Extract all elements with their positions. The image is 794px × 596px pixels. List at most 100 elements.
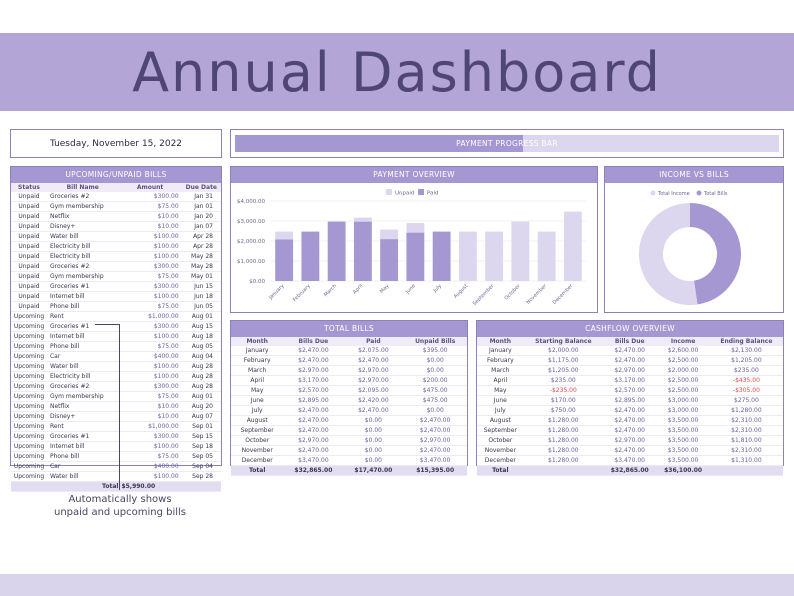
table-cell: -$435.00	[709, 375, 783, 386]
bar-unpaid	[537, 231, 556, 281]
table-cell: $2,970.00	[603, 365, 657, 376]
table-row: October $2,970.00 $0.00 $2,970.00	[231, 435, 467, 446]
table-cell: Car	[46, 351, 119, 362]
table-row: November $2,470.00 $0.00 $2,470.00	[231, 445, 467, 456]
x-tick-label: May	[379, 283, 391, 295]
table-row: Unpaid Electricity bill $100.00 Apr 28	[11, 241, 221, 252]
table-cell: Water bill	[46, 231, 119, 242]
payment-overview-chart: Unpaid Paid $0.00 $1,000.00 $2,000.00 $3,000.…	[237, 189, 586, 307]
table-cell: Aug 04	[181, 351, 221, 362]
total-bills-table: Month Bills Due Paid Unpaid Bills January $2…	[231, 337, 467, 476]
table-cell: Sep 15	[181, 431, 221, 442]
table-row: Upcoming Car $400.00 Sep 04	[11, 461, 221, 472]
table-cell: $3,500.00	[656, 425, 710, 436]
total-row: Total $5,990.00	[11, 481, 221, 492]
total-cell: Total	[477, 465, 524, 476]
table-cell: Gym membership	[46, 391, 119, 402]
table-cell: $75.00	[118, 451, 182, 462]
table-row: January $2,000.00 $2,470.00 $2,600.00 $2,130…	[477, 346, 783, 356]
table-cell: $2,970.00	[403, 435, 467, 446]
table-cell: $2,500.00	[656, 385, 710, 396]
total-bills-panel: TOTAL BILLS Month Bills Due Paid Unpaid Bil…	[230, 320, 468, 476]
table-row: August $2,470.00 $0.00 $2,470.00	[231, 415, 467, 426]
table-cell: $750.00	[523, 405, 603, 416]
total-cell: $36,100.00	[656, 465, 710, 476]
table-row: Unpaid Disney+ $10.00 Jan 07	[11, 221, 221, 232]
table-cell: $75.00	[118, 201, 182, 212]
total-row: Total $32,865.00 $36,100.00	[477, 465, 783, 476]
total-cell	[181, 481, 221, 492]
progress-label: PAYMENT PROGRESS BAR	[456, 139, 558, 148]
table-cell: $3,470.00	[283, 455, 344, 466]
table-cell: February	[231, 355, 284, 366]
table-row: April $235.00 $3,170.00 $2,500.00 -$435.00	[477, 375, 783, 386]
table-cell: July	[477, 405, 524, 416]
column-header: Amount	[118, 183, 182, 192]
table-cell: Upcoming	[11, 391, 47, 402]
table-cell: October	[231, 435, 284, 446]
table-row: Unpaid Groceries #2 $300.00 Jan 31	[11, 192, 221, 202]
table-cell: Groceries #1	[46, 431, 119, 442]
table-cell: $300.00	[118, 321, 182, 332]
upcoming-bills-table: Status Bill Name Amount Due Date Unpaid Groc…	[11, 183, 221, 492]
table-row: Unpaid Electricity bill $100.00 May 28	[11, 251, 221, 262]
table-cell: $170.00	[523, 395, 603, 406]
table-cell: $1,280.00	[523, 435, 603, 446]
table-cell: $10.00	[118, 221, 182, 232]
table-cell: $3,500.00	[656, 445, 710, 456]
table-cell: $1,000.00	[118, 421, 182, 432]
table-cell: $275.00	[709, 395, 783, 406]
table-cell: August	[477, 415, 524, 426]
table-row: Upcoming Groceries #1 $300.00 Sep 15	[11, 431, 221, 442]
total-cell: Total	[11, 481, 119, 492]
table-cell: September	[231, 425, 284, 436]
table-cell: Aug 18	[181, 331, 221, 342]
x-tick-label: April	[352, 283, 364, 295]
table-cell: Jan 01	[181, 201, 221, 212]
table-cell: Upcoming	[11, 361, 47, 372]
bar-paid	[406, 232, 425, 281]
total-cell: $32,865.00	[283, 465, 344, 476]
x-tick-label: February	[292, 283, 312, 303]
table-cell: Aug 28	[181, 361, 221, 372]
total-row: Total $32,865.00 $17,470.00 $15,395.00	[231, 465, 467, 476]
table-cell: Apr 28	[181, 231, 221, 242]
annotation-connector	[95, 324, 120, 325]
table-row: June $170.00 $2,895.00 $3,000.00 $275.00	[477, 395, 783, 406]
table-cell: $2,420.00	[343, 395, 404, 406]
table-cell: Unpaid	[11, 271, 47, 282]
total-cell: $32,865.00	[603, 465, 657, 476]
table-cell: $2,075.00	[343, 346, 404, 356]
table-row: Unpaid Groceries #1 $300.00 Jun 15	[11, 281, 221, 292]
table-row: Upcoming Groceries #1 $300.00 Aug 15	[11, 321, 221, 332]
table-cell: $0.00	[343, 445, 404, 456]
table-cell: Jan 07	[181, 221, 221, 232]
table-row: November $1,280.00 $2,470.00 $3,500.00 $2,31…	[477, 445, 783, 456]
current-date: Tuesday, November 15, 2022	[49, 138, 183, 149]
table-cell: Aug 28	[181, 371, 221, 382]
bar-paid	[301, 231, 320, 281]
table-cell: July	[231, 405, 284, 416]
table-cell: $2,470.00	[283, 445, 344, 456]
table-cell: $2,470.00	[403, 415, 467, 426]
annotation-line1: Automatically shows	[68, 494, 172, 505]
x-tick-label: December	[552, 283, 575, 306]
table-row: September $2,470.00 $0.00 $2,470.00	[231, 425, 467, 436]
income-vs-bills-panel: INCOME VS BILLS Total Income Total Bills	[604, 166, 784, 313]
table-cell: March	[231, 365, 284, 376]
table-cell: Unpaid	[11, 201, 47, 212]
table-cell: January	[231, 346, 284, 356]
table-cell: Upcoming	[11, 471, 47, 482]
table-cell: Phone bill	[46, 451, 119, 462]
total-cell: $17,470.00	[343, 465, 404, 476]
x-tick-label: September	[472, 283, 496, 307]
bar-unpaid	[563, 211, 582, 281]
table-cell: $100.00	[118, 471, 182, 482]
cashflow-panel: CASHFLOW OVERVIEW Month Starting Balance B…	[476, 320, 784, 476]
legend-label: Total Bills	[703, 191, 728, 197]
table-row: Upcoming Internet bill $100.00 Sep 18	[11, 441, 221, 452]
table-cell: $2,470.00	[343, 355, 404, 366]
table-row: Upcoming Phone bill $75.00 Aug 05	[11, 341, 221, 352]
table-cell: $3,470.00	[603, 455, 657, 466]
table-cell: -$235.00	[523, 385, 603, 396]
